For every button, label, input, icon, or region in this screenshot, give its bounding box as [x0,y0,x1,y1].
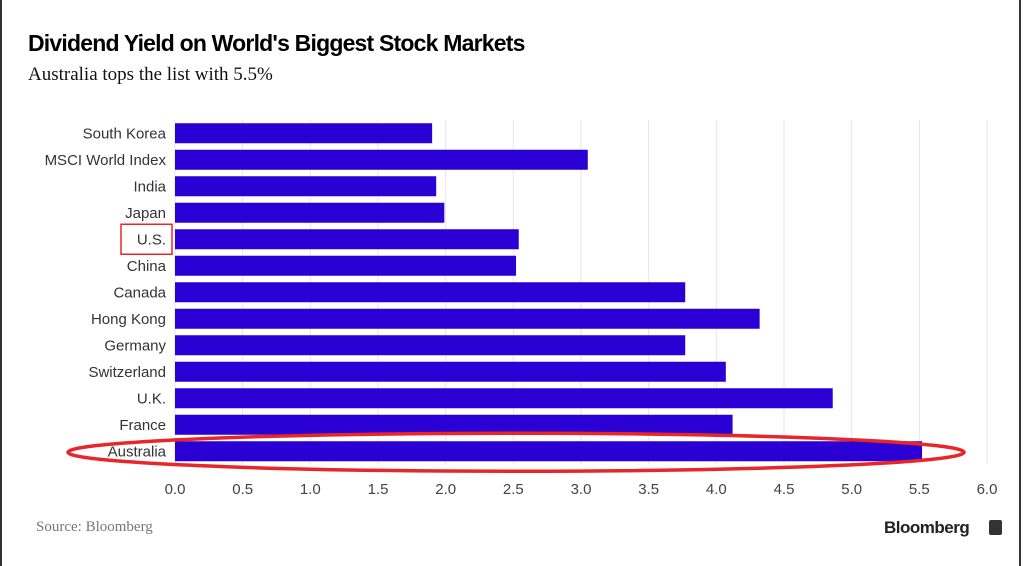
x-tick-label: 0.5 [232,481,253,498]
bar [175,176,437,197]
highlight-ellipse [66,431,966,473]
bar [175,414,733,435]
category-label: Japan [125,205,166,222]
chart-title: Dividend Yield on World's Biggest Stock … [28,30,525,56]
bloomberg-chart-icon [989,520,1002,535]
bar [175,441,923,462]
x-tick-label: 1.0 [300,481,321,498]
left-border [0,0,2,566]
category-label: France [119,417,166,434]
bloomberg-logo: Bloomberg [884,518,970,537]
x-tick-label: 2.5 [503,481,524,498]
bar [175,388,833,409]
x-tick-label: 6.0 [977,481,998,498]
source-note: Source: Bloomberg [36,519,153,535]
chart-subtitle: Australia tops the list with 5.5% [28,64,273,85]
x-tick-label: 2.0 [435,481,456,498]
x-tick-label: 5.0 [841,481,862,498]
bar [175,282,686,303]
x-tick-label: 5.5 [909,481,930,498]
category-label: MSCI World Index [45,152,167,169]
category-label: U.K. [137,390,166,407]
bar [175,149,588,170]
bar [175,123,433,144]
category-label: Germany [104,337,166,354]
category-label: Australia [108,443,167,460]
category-label: U.S. [137,231,166,248]
right-border [1019,0,1021,566]
category-label: Canada [113,284,166,301]
x-tick-label: 0.0 [165,481,186,498]
category-label: India [133,178,166,195]
x-tick-label: 3.0 [571,481,592,498]
x-tick-label: 4.5 [774,481,795,498]
bar [175,202,445,223]
bar [175,229,519,250]
bar [175,255,517,276]
x-tick-label: 1.5 [368,481,389,498]
category-label: South Korea [83,125,167,142]
x-tick-label: 4.0 [706,481,727,498]
x-tick-label: 3.5 [638,481,659,498]
bar [175,335,686,356]
bar [175,361,726,382]
category-label: China [127,258,167,275]
category-label: Switzerland [88,364,166,381]
category-label: Hong Kong [91,311,166,328]
highlight-box [120,223,173,255]
bar [175,308,760,329]
